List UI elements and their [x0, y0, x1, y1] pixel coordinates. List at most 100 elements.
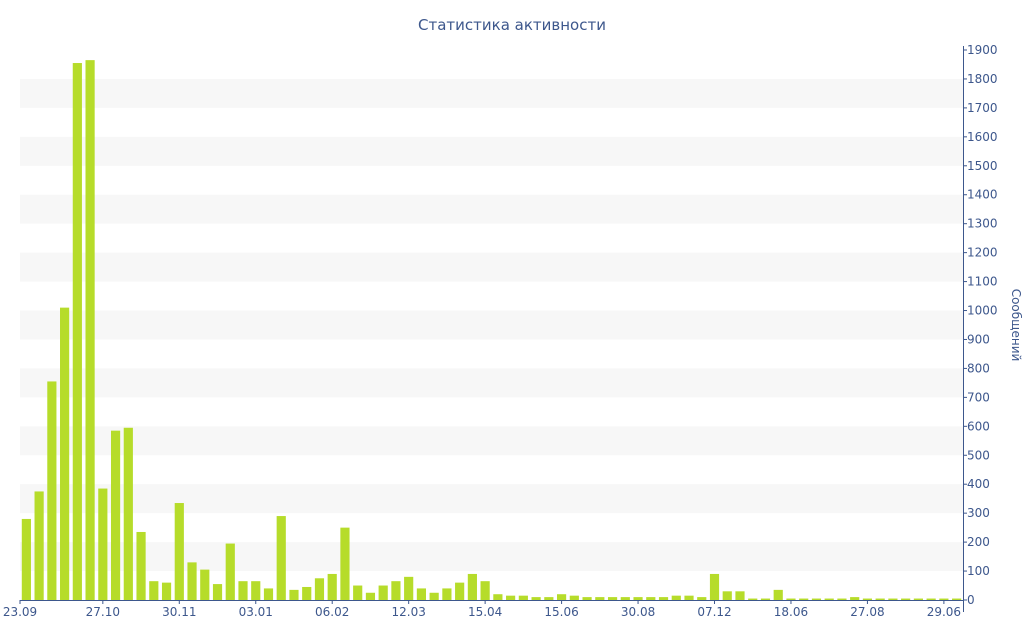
- y-tick-label: 1400: [967, 188, 998, 202]
- y-tick-label: 900: [967, 332, 990, 346]
- y-tick-label: 0: [967, 593, 975, 607]
- bar: [225, 543, 235, 600]
- y-tick-label: 1100: [967, 275, 998, 289]
- bar: [901, 598, 911, 600]
- bar: [748, 598, 758, 600]
- bar: [531, 597, 541, 600]
- x-tick-label: 30.08: [621, 605, 655, 619]
- bar: [60, 307, 70, 600]
- bar: [862, 598, 873, 600]
- bar: [327, 573, 337, 600]
- bar: [212, 584, 223, 600]
- bar: [799, 598, 809, 600]
- x-tick-label: 15.04: [468, 605, 502, 619]
- bar: [646, 597, 656, 600]
- bar: [658, 597, 669, 600]
- y-tick-label: 800: [967, 361, 990, 375]
- bar: [722, 591, 732, 600]
- x-tick-label: 18.06: [774, 605, 808, 619]
- x-tick-label: 03.01: [239, 605, 273, 619]
- bar: [353, 585, 363, 600]
- y-tick-label: 1300: [967, 217, 998, 231]
- bar: [98, 488, 108, 600]
- y-tick-label: 600: [967, 419, 990, 433]
- bar: [875, 598, 885, 600]
- y-tick-label: 1700: [967, 101, 998, 115]
- bar: [595, 597, 605, 600]
- bar: [735, 591, 745, 600]
- bar: [467, 573, 477, 600]
- x-tick-label: 07.12: [697, 605, 731, 619]
- bar: [365, 592, 376, 600]
- bar: [544, 597, 554, 600]
- bar: [455, 582, 465, 600]
- grid-band: [20, 368, 963, 398]
- bar: [238, 581, 248, 600]
- bar: [786, 598, 796, 600]
- bar: [939, 598, 949, 600]
- x-tick-label: 27.08: [850, 605, 884, 619]
- grid-band: [20, 194, 963, 224]
- bar: [21, 518, 31, 600]
- y-tick-label: 700: [967, 390, 990, 404]
- y-tick-label: 1600: [967, 130, 998, 144]
- x-tick-label: 12.03: [391, 605, 425, 619]
- y-tick-label: 1000: [967, 304, 998, 318]
- x-tick-label: 29.06: [927, 605, 961, 619]
- x-tick-label: 15.06: [544, 605, 578, 619]
- x-tick-label: 23.09: [3, 605, 37, 619]
- bar: [200, 569, 210, 600]
- x-tick-label: 30.11: [162, 605, 196, 619]
- y-axis-ticks: 0 100 200 300 400 500 600 700 800 900 1000 1100 1200…: [963, 43, 998, 607]
- bar: [404, 576, 414, 600]
- y-tick-label: 100: [967, 564, 990, 578]
- y-axis-title: Сообщений: [1009, 289, 1023, 362]
- bar: [850, 597, 860, 600]
- bar: [85, 60, 95, 600]
- grid-band: [20, 78, 963, 108]
- bar: [709, 573, 720, 600]
- x-tick-label: 27.10: [86, 605, 120, 619]
- bar: [263, 588, 274, 600]
- bar-series: [21, 60, 962, 601]
- bar: [161, 582, 172, 600]
- y-tick-label: 300: [967, 506, 990, 520]
- grid-band: [20, 484, 963, 514]
- bar: [671, 595, 681, 600]
- bar: [251, 581, 261, 600]
- grid-bands: [20, 78, 963, 572]
- bar: [837, 598, 847, 600]
- y-tick-label: 1900: [967, 43, 998, 57]
- y-tick-label: 1500: [967, 159, 998, 173]
- bar: [620, 597, 630, 600]
- bar: [149, 581, 159, 600]
- bar: [340, 527, 350, 600]
- grid-band: [20, 426, 963, 456]
- bar: [110, 430, 121, 600]
- y-tick-label: 500: [967, 448, 990, 462]
- bar: [760, 598, 771, 600]
- y-tick-label: 1200: [967, 246, 998, 260]
- bar: [314, 578, 325, 600]
- bar: [493, 594, 503, 600]
- bar: [926, 598, 936, 600]
- grid-band: [20, 542, 963, 572]
- chart-title: Статистика активности: [418, 16, 606, 34]
- bar: [952, 598, 962, 600]
- bar: [824, 598, 834, 600]
- bar: [429, 592, 439, 600]
- bar: [557, 594, 567, 600]
- bar: [697, 597, 707, 600]
- bar: [34, 491, 44, 600]
- bar: [506, 595, 516, 600]
- bar: [913, 598, 923, 600]
- bar: [442, 588, 452, 600]
- bar: [302, 586, 312, 600]
- bar: [47, 381, 57, 600]
- bar: [607, 597, 618, 600]
- x-axis-ticks: 23.09 27.10 30.11 03.01 06.02 12.03 15.04 15.06…: [3, 600, 961, 619]
- bar: [276, 516, 286, 600]
- bar: [72, 63, 82, 601]
